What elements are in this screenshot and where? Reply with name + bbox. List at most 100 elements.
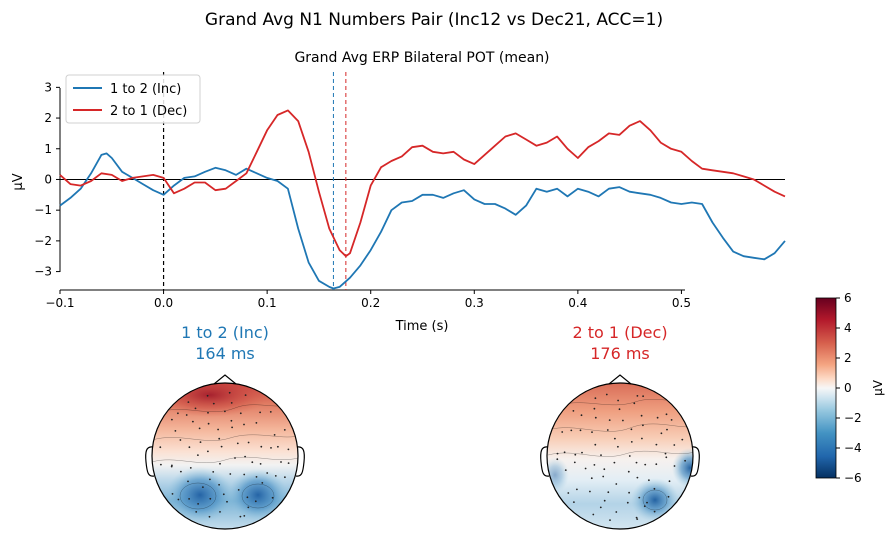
electrode-dot <box>239 412 242 415</box>
electrode-dot <box>633 402 636 405</box>
x-tick-label: 0.4 <box>568 296 587 310</box>
electrode-dot <box>187 480 189 483</box>
electrode-dot <box>636 518 639 520</box>
electrode-dot <box>636 395 639 397</box>
figure-suptitle: Grand Avg N1 Numbers Pair (Inc12 vs Dec2… <box>205 10 663 30</box>
y-tick-label: 1 <box>44 142 52 156</box>
electrode-dot <box>197 503 200 505</box>
topomap-title-inc: 1 to 2 (Inc) <box>181 323 269 342</box>
electrode-dot <box>194 407 197 410</box>
electrode-dot <box>580 414 583 417</box>
electrode-dot <box>590 477 593 480</box>
electrode-dot <box>570 429 573 432</box>
electrode-dot <box>591 431 593 433</box>
electrode-dot <box>198 427 201 430</box>
electrode-dot <box>189 467 192 469</box>
erp-title: Grand Avg ERP Bilateral POT (mean) <box>294 50 549 66</box>
electrode-dot <box>594 397 597 400</box>
electrode-dot <box>243 515 246 517</box>
electrode-dot <box>283 429 286 431</box>
electrode-dot <box>255 476 258 478</box>
electrode-dot <box>269 411 272 413</box>
right-ear-dec <box>690 446 700 477</box>
electrode-dot <box>229 473 232 475</box>
electrode-dot <box>247 441 250 444</box>
electrode-dot <box>255 422 258 424</box>
electrode-dot <box>287 462 290 464</box>
electrode-dot <box>622 419 624 422</box>
electrode-dot <box>564 469 567 471</box>
electrode-dot <box>646 501 648 504</box>
electrode-dot <box>608 419 611 421</box>
legend[interactable]: 1 to 2 (Inc) 2 to 1 (Dec) <box>65 74 201 124</box>
left-ear-dec <box>540 446 550 477</box>
electrode-dot <box>630 428 633 431</box>
colorbar: −6 −4 −2 0 2 4 6 µV <box>815 291 885 485</box>
electrode-dot <box>573 461 576 464</box>
electrode-dot <box>600 454 602 456</box>
electrode-dot <box>230 402 233 404</box>
electrode-dot <box>618 408 621 411</box>
electrode-dot <box>599 506 602 509</box>
electrode-dot <box>670 419 673 421</box>
electrode-dot <box>617 445 619 448</box>
electrode-dot <box>274 475 277 477</box>
legend-label-dec: 2 to 1 (Dec) <box>110 104 187 119</box>
electrode-dot <box>615 511 618 513</box>
electrode-dot <box>222 493 225 496</box>
electrode-dot <box>664 452 667 455</box>
series-line-inc <box>59 152 786 290</box>
electrode-dot <box>640 414 643 417</box>
electrode-dot <box>644 463 647 466</box>
head-outline-inc <box>151 382 299 530</box>
electrode-dot <box>603 468 606 471</box>
electrode-dot <box>207 422 210 425</box>
topomap-dec: 2 to 1 (Dec) 176 ms <box>540 323 700 530</box>
electrode-dot <box>655 443 658 446</box>
electrode-dot <box>614 437 616 440</box>
electrode-dot <box>270 447 272 449</box>
electrode-dot <box>207 450 209 453</box>
electrode-dot <box>594 416 597 419</box>
right-ear-inc <box>295 446 305 477</box>
electrode-dot <box>607 491 610 494</box>
electrode-dot <box>271 496 274 499</box>
electrode-dot <box>206 394 209 397</box>
electrode-dot <box>684 459 686 462</box>
electrode-dot <box>589 490 591 493</box>
electrode-dot <box>218 483 221 486</box>
electrode-dot <box>244 455 247 458</box>
electrode-dot <box>579 429 582 432</box>
electrode-dot <box>594 443 597 446</box>
y-tick-label: −2 <box>34 234 52 248</box>
electrode-dot <box>219 511 221 513</box>
electrode-dot <box>653 510 656 513</box>
x-tick-label: 0.0 <box>154 296 173 310</box>
nose-inc <box>213 374 237 385</box>
electrode-dot <box>209 478 211 481</box>
electrode-dot <box>561 431 564 433</box>
electrode-dot <box>244 394 247 396</box>
electrode-dot <box>171 418 173 421</box>
electrode-dot <box>284 476 286 479</box>
y-tick-label: −3 <box>34 265 52 279</box>
colorbar-tick-label: −4 <box>844 441 862 455</box>
electrode-dot <box>254 500 257 503</box>
colorbar-gradient <box>815 297 837 479</box>
electrode-dot <box>195 511 198 513</box>
electrode-dot <box>259 463 262 465</box>
electrode-dot <box>592 513 595 516</box>
electrode-dot <box>212 471 215 473</box>
electrode-dot <box>593 464 596 466</box>
electrode-dot <box>665 456 668 459</box>
electrode-dot <box>239 515 242 518</box>
colorbar-ticks: −6 −4 −2 0 2 4 6 <box>836 291 862 485</box>
electrode-dot <box>247 506 250 509</box>
electrode-dot <box>228 391 231 394</box>
electrode-dot <box>628 491 630 494</box>
x-tick-label: −0.1 <box>45 296 74 310</box>
left-ear-inc <box>145 446 155 477</box>
topomap-latency-inc: 164 ms <box>195 344 255 363</box>
electrode-dot <box>638 496 641 499</box>
electrode-dot <box>212 402 215 405</box>
